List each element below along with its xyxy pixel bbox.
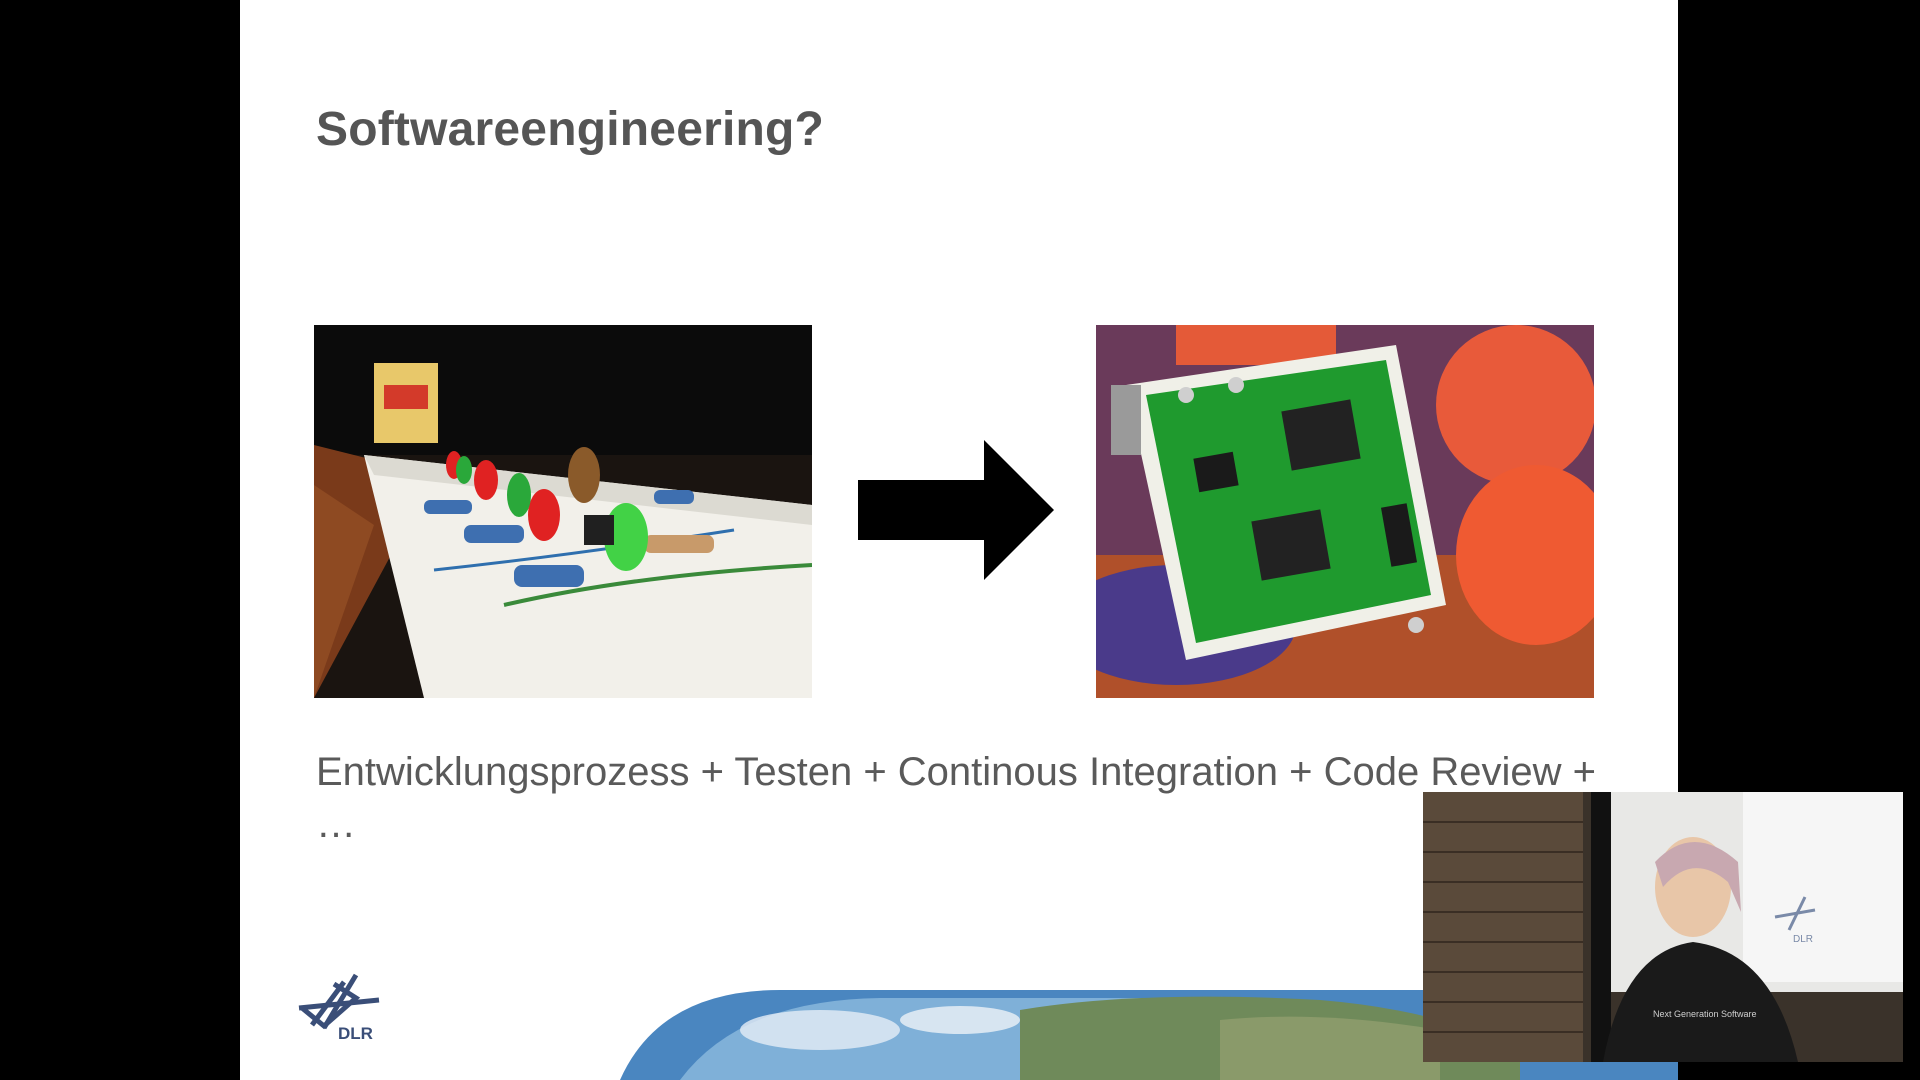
dlr-logo-icon xyxy=(294,970,384,1040)
earth-image xyxy=(620,990,1678,1080)
slide-title: Softwareengineering? xyxy=(316,103,825,156)
caption-line-1: Entwicklungsprozess + Testen + Continous… xyxy=(316,750,1596,794)
breadboard-photo xyxy=(314,325,812,698)
screen-logo-text: DLR xyxy=(1793,934,1813,945)
dlr-logo-text: DLR xyxy=(338,1024,373,1043)
presentation-slide: Softwareengineering? xyxy=(240,0,1678,1080)
shirt-text: Next Generation Software xyxy=(1653,1009,1757,1019)
circuit-board-photo xyxy=(1096,325,1594,698)
caption-line-2: … xyxy=(316,802,356,846)
presenter-video: DLR Next Generation Software xyxy=(1423,792,1903,1062)
slide-caption: Entwicklungsprozess + Testen + Continous… xyxy=(316,746,1656,850)
right-arrow-icon xyxy=(858,440,1054,580)
